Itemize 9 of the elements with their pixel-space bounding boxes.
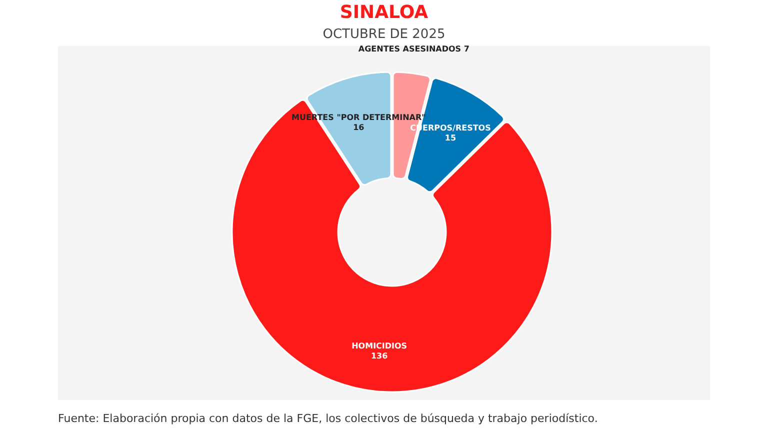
data-label: 7 — [464, 44, 470, 54]
data-label: 136 — [371, 351, 388, 360]
chart-subtitle: OCTUBRE DE 2025 — [322, 27, 446, 42]
source-note: Fuente: Elaboración propia con datos de la FGE, los colectivos de búsqueda y trabajo periodístico. — [58, 412, 598, 425]
chart-title: SINALOA — [340, 2, 428, 23]
slice-label: HOMICIDIOS — [352, 341, 408, 350]
data-label: 15 — [444, 134, 456, 143]
data-label: 16 — [353, 122, 365, 132]
slice-label: AGENTES ASESINADOS — [358, 44, 462, 54]
